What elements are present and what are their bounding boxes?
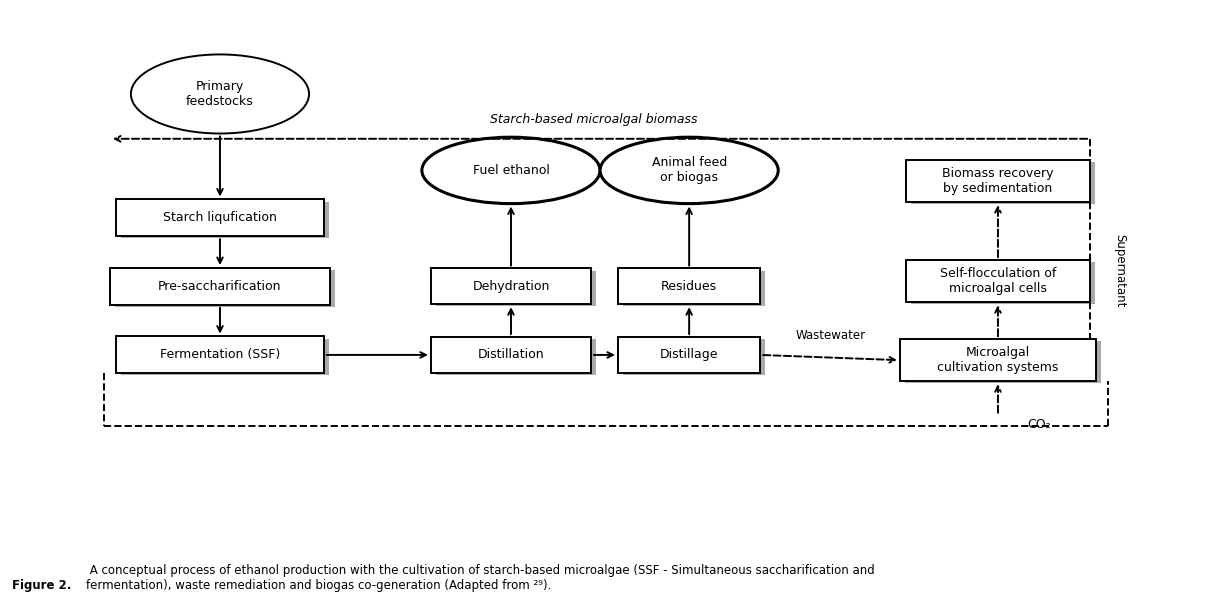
Text: Supernatant: Supernatant (1113, 234, 1126, 307)
Text: Self-flocculation of
microalgal cells: Self-flocculation of microalgal cells (939, 267, 1056, 295)
Text: Starch-based microalgal biomass: Starch-based microalgal biomass (491, 113, 698, 126)
FancyBboxPatch shape (110, 268, 330, 305)
Text: Animal feed
or biogas: Animal feed or biogas (652, 156, 727, 185)
FancyBboxPatch shape (618, 268, 760, 304)
FancyBboxPatch shape (116, 199, 324, 236)
Text: CO₂: CO₂ (1028, 418, 1051, 431)
Text: A conceptual process of ethanol production with the cultivation of starch-based : A conceptual process of ethanol producti… (86, 563, 875, 592)
Text: Pre-saccharification: Pre-saccharification (159, 280, 281, 293)
FancyBboxPatch shape (904, 341, 1100, 383)
FancyBboxPatch shape (121, 202, 328, 238)
FancyBboxPatch shape (430, 268, 591, 304)
Text: Starch liqufication: Starch liqufication (164, 211, 276, 224)
FancyBboxPatch shape (905, 260, 1090, 302)
FancyBboxPatch shape (116, 337, 324, 373)
Ellipse shape (422, 137, 600, 204)
Text: Distillage: Distillage (659, 348, 719, 362)
FancyBboxPatch shape (901, 339, 1096, 381)
Text: Residues: Residues (661, 280, 718, 293)
Text: Distillation: Distillation (478, 348, 544, 362)
FancyBboxPatch shape (618, 337, 760, 373)
Text: Microalgal
cultivation systems: Microalgal cultivation systems (937, 346, 1058, 374)
FancyBboxPatch shape (623, 270, 765, 306)
Text: Wastewater: Wastewater (795, 329, 865, 341)
Text: Fuel ethanol: Fuel ethanol (473, 164, 549, 177)
Text: Figure 2.: Figure 2. (12, 579, 72, 592)
Ellipse shape (131, 55, 309, 134)
FancyBboxPatch shape (435, 270, 596, 306)
Text: Biomass recovery
by sedimentation: Biomass recovery by sedimentation (942, 167, 1053, 195)
FancyBboxPatch shape (121, 338, 328, 376)
Text: Dehydration: Dehydration (473, 280, 550, 293)
Ellipse shape (600, 137, 778, 204)
FancyBboxPatch shape (623, 339, 765, 375)
FancyBboxPatch shape (905, 160, 1090, 202)
FancyBboxPatch shape (910, 162, 1094, 204)
FancyBboxPatch shape (435, 339, 596, 375)
FancyBboxPatch shape (910, 262, 1094, 304)
Text: Primary
feedstocks: Primary feedstocks (187, 80, 253, 108)
FancyBboxPatch shape (430, 337, 591, 373)
FancyBboxPatch shape (115, 270, 335, 307)
Text: Fermentation (SSF): Fermentation (SSF) (160, 348, 280, 362)
